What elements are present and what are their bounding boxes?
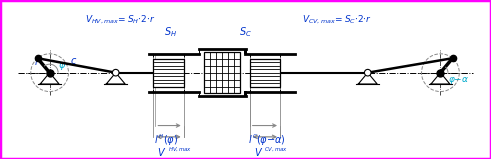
Bar	[154, 59, 184, 87]
Text: $(\varphi{-}\alpha)$: $(\varphi{-}\alpha)$	[256, 133, 286, 147]
Text: $l$: $l$	[154, 133, 159, 145]
Text: $V$: $V$	[158, 146, 166, 158]
Text: $\varphi{-}\alpha$: $\varphi{-}\alpha$	[448, 75, 469, 86]
Text: $c$: $c$	[70, 55, 78, 66]
Text: $(\varphi)$: $(\varphi)$	[163, 133, 178, 147]
Text: $S_C$: $S_C$	[239, 25, 251, 39]
Circle shape	[364, 69, 371, 76]
Polygon shape	[106, 73, 125, 84]
Text: $r$: $r$	[34, 55, 40, 66]
Polygon shape	[431, 73, 450, 84]
Bar	[250, 59, 280, 87]
Text: $_H$: $_H$	[158, 132, 164, 141]
Circle shape	[112, 69, 119, 76]
Text: $= S_H{\cdot}2{\cdot}r$: $= S_H{\cdot}2{\cdot}r$	[116, 14, 155, 26]
Polygon shape	[358, 73, 377, 84]
Text: $S_H$: $S_H$	[164, 25, 177, 39]
Bar	[204, 52, 240, 93]
Text: $V_{CV,max}$: $V_{CV,max}$	[301, 14, 335, 26]
Text: $_C$: $_C$	[251, 132, 257, 141]
Text: $V$: $V$	[254, 146, 263, 158]
Text: $V_{HV,max}$: $V_{HV,max}$	[84, 14, 119, 26]
Text: $_{HV,max}$: $_{HV,max}$	[167, 145, 192, 154]
Text: $_{CV,max}$: $_{CV,max}$	[264, 145, 288, 154]
Text: $l$: $l$	[248, 133, 252, 145]
Text: $\varphi$: $\varphi$	[58, 60, 66, 72]
Polygon shape	[40, 73, 59, 84]
Text: $= S_C{\cdot}2{\cdot}r$: $= S_C{\cdot}2{\cdot}r$	[333, 14, 372, 26]
